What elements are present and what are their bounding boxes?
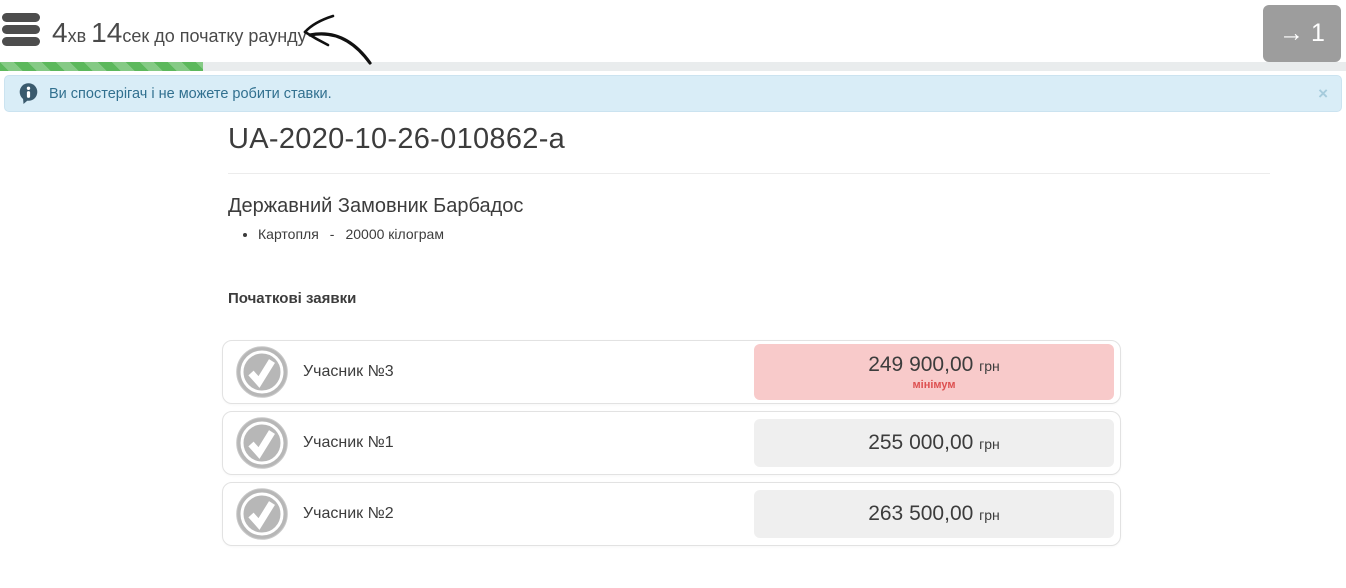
minimum-badge: мінімум (912, 379, 956, 391)
item-name: Картопля (258, 226, 319, 242)
initial-bids-heading: Початкові заявки (228, 290, 357, 307)
participant-label: Учасник №1 (303, 434, 394, 451)
hand-drawn-arrow-annotation (303, 14, 372, 65)
bid-row: Учасник №1 255 000,00 грн (222, 411, 1121, 475)
lot-item-list: Картопля-20000 кілограм (228, 225, 1346, 243)
timer-minutes: 4 (52, 17, 68, 48)
timer-seconds: 14 (91, 17, 123, 48)
participant-label: Учасник №3 (303, 363, 394, 380)
hamburger-bar (2, 25, 40, 34)
bid-amount: 249 900,00 грн (868, 353, 1000, 378)
currency-label: грн (979, 358, 1000, 374)
timer-suffix: сек до початку раунду (122, 26, 307, 46)
round-progress-track (0, 62, 1346, 71)
currency-label: грн (979, 506, 1000, 523)
buyer-name: Державний Замовник Барбадос (228, 195, 524, 217)
amount-value: 255 000,00 (868, 430, 974, 454)
info-icon (19, 82, 38, 104)
timer-minutes-unit: хв (67, 26, 92, 46)
check-circle-icon (236, 417, 288, 469)
bid-amount: 263 500,00 грн (868, 502, 1000, 527)
round-number: 1 (1311, 19, 1325, 47)
round-progress-fill (0, 62, 204, 71)
amount-value: 249 900,00 (868, 353, 974, 376)
amount-value: 263 500,00 (868, 501, 974, 525)
bids-list: Учасник №3 249 900,00 грн мінімум Учасни… (222, 340, 1121, 546)
check-circle-icon (236, 346, 288, 398)
banner-message: Ви спостерігач і не можете робити ставки… (49, 85, 332, 102)
bid-amount-box: 263 500,00 грн (754, 490, 1114, 538)
title-divider (228, 173, 1270, 174)
tender-id-title: UA-2020-10-26-010862-a (228, 123, 566, 155)
round-countdown-timer: 4хв 14сек до початку раунду (52, 17, 307, 49)
bid-row: Учасник №3 249 900,00 грн мінімум (222, 340, 1121, 404)
main-content: UA-2020-10-26-010862-a Державний Замовни… (0, 123, 1346, 546)
close-icon[interactable]: × (1318, 84, 1328, 103)
bid-row: Учасник №2 263 500,00 грн (222, 482, 1121, 546)
currency-label: грн (979, 435, 1000, 452)
round-nav-button[interactable]: → 1 (1263, 5, 1341, 62)
item-quantity: 20000 кілограм (345, 226, 444, 242)
observer-info-banner: Ви спостерігач і не можете робити ставки… (4, 75, 1342, 112)
hamburger-menu-icon[interactable] (2, 13, 40, 49)
arrow-right-icon: → (1279, 19, 1305, 47)
check-circle-icon (236, 488, 288, 540)
hamburger-bar (2, 13, 40, 22)
bid-amount: 255 000,00 грн (868, 431, 1000, 456)
item-separator: - (329, 226, 335, 242)
bid-amount-box-minimum: 249 900,00 грн мінімум (754, 344, 1114, 400)
participant-label: Учасник №2 (303, 505, 394, 522)
lot-item: Картопля-20000 кілограм (258, 225, 1346, 243)
hamburger-bar (2, 37, 40, 46)
top-bar: 4хв 14сек до початку раунду → 1 (0, 0, 1346, 65)
bid-amount-box: 255 000,00 грн (754, 419, 1114, 467)
